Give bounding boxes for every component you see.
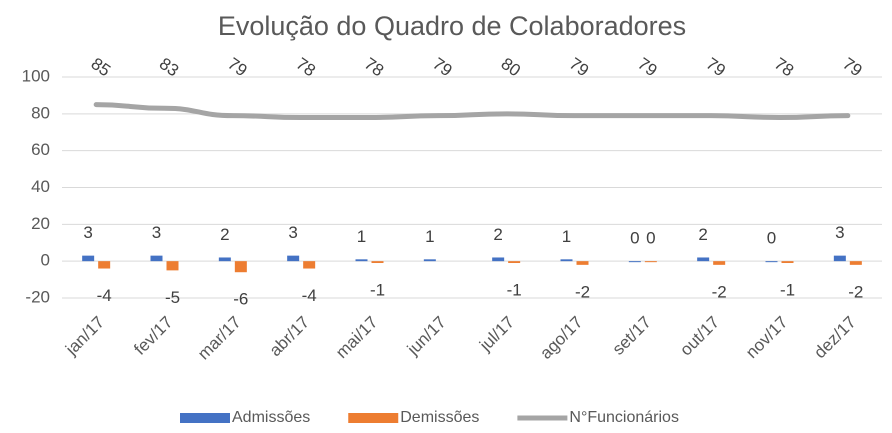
x-tick-label: dez/17 bbox=[810, 313, 860, 363]
line bbox=[93, 102, 851, 121]
bar bbox=[508, 261, 521, 264]
y-tick-label: 80 bbox=[31, 103, 50, 122]
y-tick-label: 20 bbox=[31, 214, 50, 233]
bar bbox=[697, 257, 710, 262]
bar bbox=[234, 261, 247, 273]
x-tick-label: jul/17 bbox=[475, 313, 518, 356]
chart-title: Evolução do Quadro de Colaboradores bbox=[218, 11, 686, 41]
data-label: 2 bbox=[493, 225, 502, 244]
data-label: -5 bbox=[165, 288, 180, 307]
y-tick-label: 100 bbox=[22, 66, 50, 85]
x-tick-label: nov/17 bbox=[742, 313, 792, 363]
data-label: -4 bbox=[302, 286, 317, 305]
data-label: 78 bbox=[771, 54, 797, 80]
y-tick-label: -20 bbox=[25, 287, 50, 306]
data-label: 0 bbox=[630, 229, 639, 248]
data-label: 83 bbox=[156, 54, 182, 80]
bar bbox=[166, 261, 179, 271]
x-tick-label: mar/17 bbox=[194, 313, 245, 364]
data-label: 85 bbox=[88, 54, 114, 80]
x-tick-label: ago/17 bbox=[536, 313, 586, 363]
bar bbox=[371, 261, 384, 264]
bar bbox=[82, 255, 95, 262]
bar bbox=[355, 259, 368, 262]
legend-label: Admissões bbox=[232, 409, 310, 426]
bar bbox=[492, 257, 505, 262]
y-tick-label: 0 bbox=[41, 251, 50, 270]
y-tick-label: 60 bbox=[31, 140, 50, 159]
data-label: 78 bbox=[361, 54, 387, 80]
data-label: -1 bbox=[370, 280, 385, 299]
data-label: 1 bbox=[562, 227, 571, 246]
data-label: 1 bbox=[425, 227, 434, 246]
bar bbox=[644, 261, 657, 263]
bar bbox=[98, 261, 111, 269]
data-label: 78 bbox=[293, 54, 319, 80]
bar bbox=[765, 261, 778, 263]
bar bbox=[303, 261, 316, 269]
legend-swatch bbox=[180, 413, 230, 423]
x-tick-label: fev/17 bbox=[130, 313, 176, 359]
data-label: 79 bbox=[839, 54, 865, 80]
data-label: -4 bbox=[97, 286, 112, 305]
bar bbox=[218, 257, 231, 262]
data-label: -2 bbox=[848, 282, 863, 301]
bar bbox=[713, 261, 726, 265]
data-label: 79 bbox=[703, 54, 729, 80]
x-tick-label: jan/17 bbox=[61, 313, 108, 360]
legend-label: Demissões bbox=[400, 409, 479, 426]
bar bbox=[833, 255, 846, 262]
data-label: 2 bbox=[698, 225, 707, 244]
x-tick-label: abr/17 bbox=[266, 313, 314, 361]
legend-swatch bbox=[348, 413, 399, 423]
bar bbox=[849, 261, 862, 265]
data-label: 3 bbox=[288, 223, 297, 242]
x-tick-label: jun/17 bbox=[403, 313, 450, 360]
data-label: 79 bbox=[224, 54, 250, 80]
x-tick-label: mai/17 bbox=[332, 313, 382, 363]
data-label: 79 bbox=[429, 54, 455, 80]
bar bbox=[560, 259, 573, 262]
x-tick-label: out/17 bbox=[676, 313, 723, 360]
data-label: 3 bbox=[83, 223, 92, 242]
data-label: -1 bbox=[780, 280, 795, 299]
bar bbox=[576, 261, 589, 265]
data-label: 0 bbox=[767, 229, 776, 248]
data-label: -1 bbox=[507, 280, 522, 299]
bar bbox=[287, 255, 300, 262]
data-label: 0 bbox=[646, 229, 655, 248]
data-label: -2 bbox=[712, 282, 727, 301]
y-tick-label: 40 bbox=[31, 177, 50, 196]
data-label: 80 bbox=[498, 54, 524, 80]
data-label: 3 bbox=[835, 223, 844, 242]
bar bbox=[150, 255, 163, 262]
data-label: 79 bbox=[634, 54, 660, 80]
bar bbox=[781, 261, 794, 264]
bar bbox=[628, 261, 641, 263]
data-label: 79 bbox=[566, 54, 592, 80]
data-label: -2 bbox=[575, 282, 590, 301]
legend-label: N°Funcionários bbox=[569, 409, 679, 426]
x-tick-label: set/17 bbox=[609, 313, 655, 359]
data-label: 2 bbox=[220, 225, 229, 244]
data-label: -6 bbox=[233, 290, 248, 309]
bar bbox=[423, 259, 436, 262]
data-label: 3 bbox=[152, 223, 161, 242]
data-label: 1 bbox=[357, 227, 366, 246]
